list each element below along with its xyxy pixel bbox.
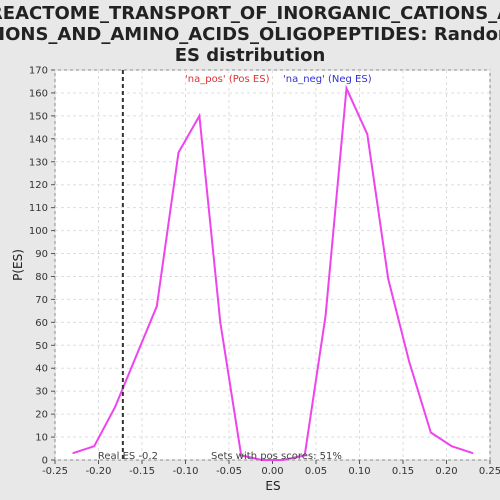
y-tick-label: 50 [35, 341, 48, 352]
data-point [451, 445, 453, 447]
x-tick-label: 0.25 [479, 466, 500, 477]
data-point [114, 406, 116, 408]
chart-title-line-1: REACTOME_TRANSPORT_OF_INORGANIC_CATIONS_… [0, 3, 500, 24]
y-tick-label: 120 [29, 180, 48, 191]
y-tick-label: 20 [35, 410, 48, 421]
x-tick-label: 0.05 [305, 466, 327, 477]
y-tick-label: 160 [29, 88, 48, 99]
data-point [472, 452, 474, 454]
legend-pos: 'na_pos' (Pos ES) [185, 74, 270, 85]
x-tick-label: -0.20 [86, 466, 112, 477]
data-point [135, 356, 137, 358]
x-axis-label: ES [265, 479, 280, 493]
x-tick-label: -0.10 [173, 466, 199, 477]
legend-neg: 'na_neg' (Neg ES) [283, 74, 372, 85]
data-point [72, 452, 74, 454]
y-tick-label: 80 [35, 272, 48, 283]
data-point [178, 152, 180, 154]
y-tick-label: 0 [42, 456, 48, 467]
chart-title-line-2: NIONS_AND_AMINO_ACIDS_OLIGOPEPTIDES: Ran… [0, 24, 500, 45]
data-point [156, 305, 158, 307]
data-point [430, 432, 432, 434]
y-tick-label: 110 [29, 203, 48, 214]
y-tick-label: 90 [35, 249, 48, 260]
data-point [387, 278, 389, 280]
x-tick-label: 0.20 [435, 466, 457, 477]
y-tick-label: 30 [35, 387, 48, 398]
data-point [219, 321, 221, 323]
pos-scores-label: Sets with pos scores: 51% [211, 451, 342, 462]
y-tick-label: 130 [29, 157, 48, 168]
data-point [346, 87, 348, 89]
y-tick-label: 100 [29, 226, 48, 237]
real-es-label: Real ES -0.2 [98, 451, 158, 462]
x-tick-label: 0.10 [348, 466, 370, 477]
y-tick-label: 40 [35, 364, 48, 375]
data-point [408, 360, 410, 362]
x-tick-label: -0.15 [129, 466, 155, 477]
y-tick-label: 10 [35, 433, 48, 444]
y-tick-label: 70 [35, 295, 48, 306]
y-tick-label: 140 [29, 134, 48, 145]
data-point [199, 115, 201, 117]
y-tick-label: 60 [35, 318, 48, 329]
chart-title-line-3: ES distribution [175, 45, 326, 66]
y-axis-label: P(ES) [11, 249, 25, 281]
data-point [325, 315, 327, 317]
x-tick-label: -0.25 [42, 466, 68, 477]
y-tick-label: 170 [29, 66, 48, 77]
x-tick-label: 0.00 [261, 466, 283, 477]
data-point [93, 445, 95, 447]
x-tick-label: -0.05 [216, 466, 242, 477]
y-tick-label: 150 [29, 111, 48, 122]
x-tick-label: 0.15 [392, 466, 414, 477]
data-point [366, 133, 368, 135]
